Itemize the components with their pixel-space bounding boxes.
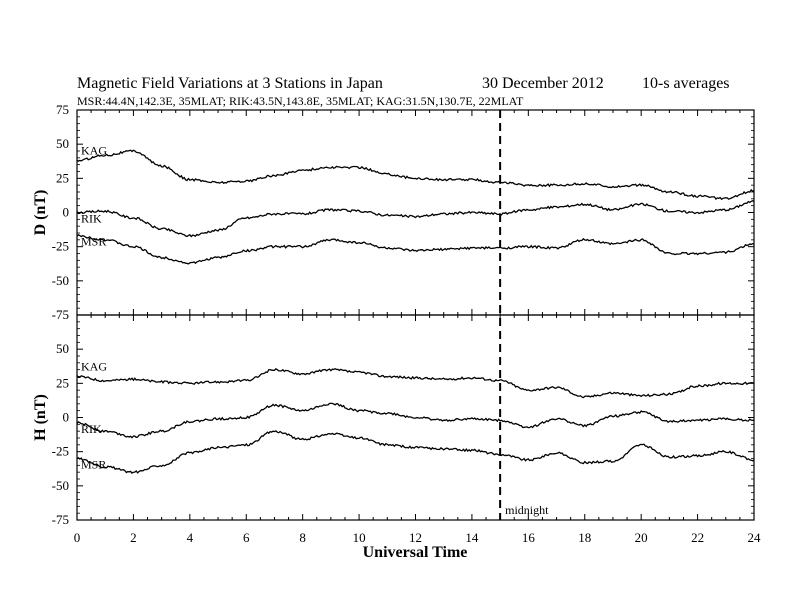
x-tick-label: 24 [748, 530, 762, 545]
series-line-rik [76, 402, 755, 439]
x-tick-label: 2 [130, 530, 137, 545]
x-axis-title: Universal Time [363, 544, 468, 561]
x-tick-label: 14 [465, 530, 479, 545]
series-line-rik [76, 199, 755, 238]
station-label-kag: KAG [81, 360, 107, 374]
y-tick-label: 50 [56, 341, 69, 356]
x-tick-label: 8 [299, 530, 306, 545]
station-label-msr: MSR [81, 458, 106, 472]
y-tick-label: 0 [63, 410, 70, 425]
y-axis-title: H (nT) [32, 394, 49, 441]
x-tick-label: 18 [578, 530, 591, 545]
series-line-msr [76, 234, 755, 265]
y-tick-label: 0 [63, 205, 70, 220]
x-tick-label: 6 [243, 530, 250, 545]
stations-info: MSR:44.4N,142.3E, 35MLAT; RIK:43.5N,143.… [77, 94, 524, 108]
y-axis-title: D (nT) [32, 190, 49, 236]
y-tick-label: -50 [52, 273, 69, 288]
chart-title: Magnetic Field Variations at 3 Stations … [77, 75, 383, 92]
station-label-rik: RIK [81, 212, 102, 226]
x-tick-label: 12 [409, 530, 422, 545]
x-tick-label: 16 [522, 530, 536, 545]
panels-group: 75 50 25 0 -25 -50 -75 D (nT) KAG RIK MSR 50 25 0 -25 -… [32, 102, 761, 545]
y-tick-label: -75 [52, 512, 69, 527]
y-tick-label: 75 [56, 102, 69, 117]
station-label-rik: RIK [81, 422, 102, 436]
x-tick-label: 0 [74, 530, 81, 545]
y-tick-label: 25 [56, 170, 69, 185]
series-line-kag [76, 149, 755, 201]
x-tick-label: 22 [691, 530, 704, 545]
y-tick-label: -75 [52, 307, 69, 322]
station-label-msr: MSR [81, 235, 106, 249]
midnight-label: midnight [505, 503, 549, 517]
chart-date: 30 December 2012 [482, 75, 604, 92]
chart-averaging: 10-s averages [642, 75, 730, 92]
series-line-msr [76, 430, 755, 474]
y-tick-label: -25 [52, 239, 69, 254]
y-tick-label: -25 [52, 444, 69, 459]
y-tick-label: 25 [56, 375, 69, 390]
series-line-kag [76, 367, 755, 399]
x-tick-label: 4 [187, 530, 194, 545]
y-tick-label: -50 [52, 478, 69, 493]
panel-frame [76, 109, 755, 316]
y-tick-label: 50 [56, 136, 69, 151]
x-tick-label: 10 [353, 530, 366, 545]
x-tick-label: 20 [635, 530, 648, 545]
station-label-kag: KAG [81, 144, 107, 158]
